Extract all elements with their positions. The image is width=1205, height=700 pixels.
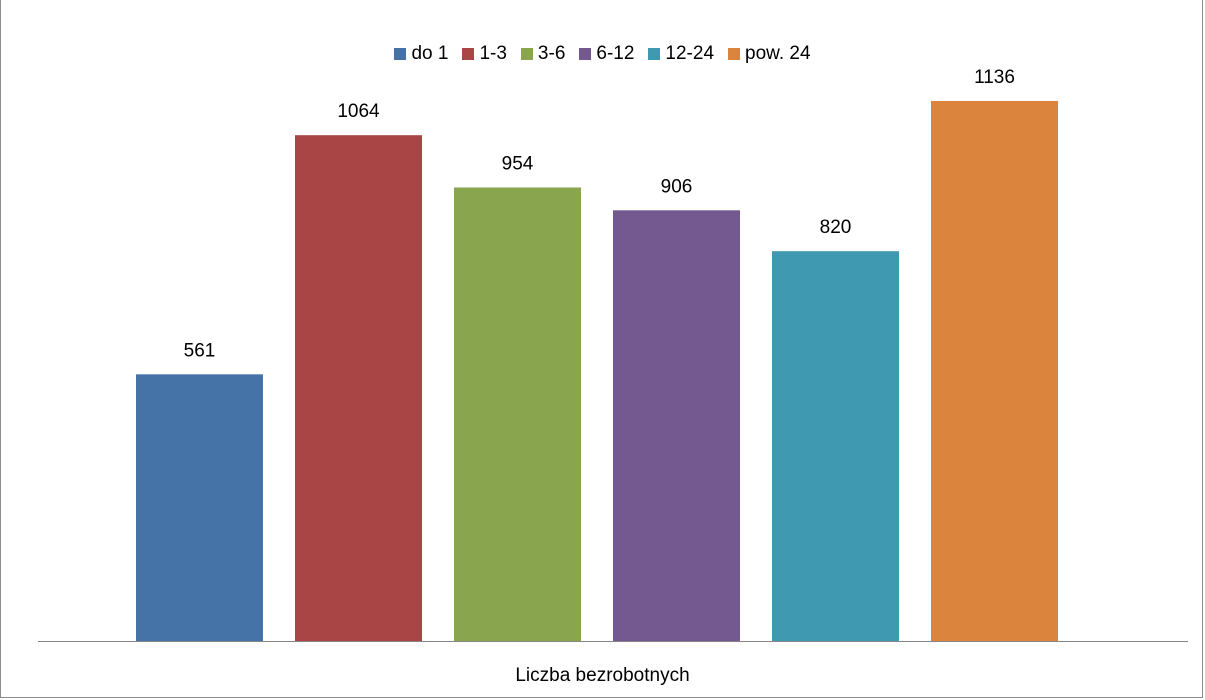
x-axis-label: Liczba bezrobotnych [515, 665, 690, 686]
data-label: 1136 [974, 67, 1015, 88]
bar-do-1 [136, 374, 263, 641]
legend-item-3-6: 3-6 [520, 43, 566, 65]
legend-swatch [579, 48, 592, 60]
data-label: 1064 [337, 101, 380, 122]
legend-label: 12-24 [665, 43, 715, 64]
data-label: 906 [661, 176, 693, 197]
legend-item-12-24: 12-24 [648, 43, 714, 65]
bar-12-24 [772, 251, 899, 641]
legend-item-pow-24: pow. 24 [728, 43, 811, 65]
data-label: 561 [184, 340, 216, 361]
legend-item-do-1: do 1 [394, 43, 448, 65]
legend-swatch [394, 48, 407, 60]
legend-item-6-12: 6-12 [579, 43, 634, 65]
legend-label: 3-6 [537, 43, 566, 64]
legend-item-1-3: 1-3 [462, 43, 507, 65]
bar-pow-24 [931, 100, 1058, 641]
legend-swatch [520, 48, 533, 60]
data-label: 820 [820, 217, 852, 238]
legend-swatch [462, 48, 475, 60]
bar-3-6 [454, 187, 581, 641]
legend-label: do 1 [411, 43, 449, 64]
bar-1-3 [295, 135, 422, 641]
legend-label: 6-12 [596, 43, 635, 64]
legend-swatch [648, 48, 661, 60]
legend-swatch [728, 48, 741, 60]
legend-label: 1-3 [479, 43, 507, 64]
data-label: 954 [502, 153, 534, 174]
legend: do 1 1-3 3-6 6-12 12-24 pow. 24 [0, 40, 1205, 68]
bar-6-12 [613, 210, 740, 641]
legend-label: pow. 24 [745, 43, 811, 64]
